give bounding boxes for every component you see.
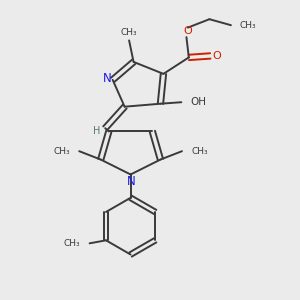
Text: N: N <box>127 175 135 188</box>
Text: CH₃: CH₃ <box>53 147 70 156</box>
Text: O: O <box>212 51 221 61</box>
Text: H: H <box>93 126 100 136</box>
Text: CH₃: CH₃ <box>121 28 137 37</box>
Text: O: O <box>184 26 192 36</box>
Text: CH₃: CH₃ <box>63 239 80 248</box>
Text: CH₃: CH₃ <box>240 21 256 30</box>
Text: N: N <box>103 72 112 85</box>
Text: OH: OH <box>190 97 206 107</box>
Text: CH₃: CH₃ <box>191 147 208 156</box>
